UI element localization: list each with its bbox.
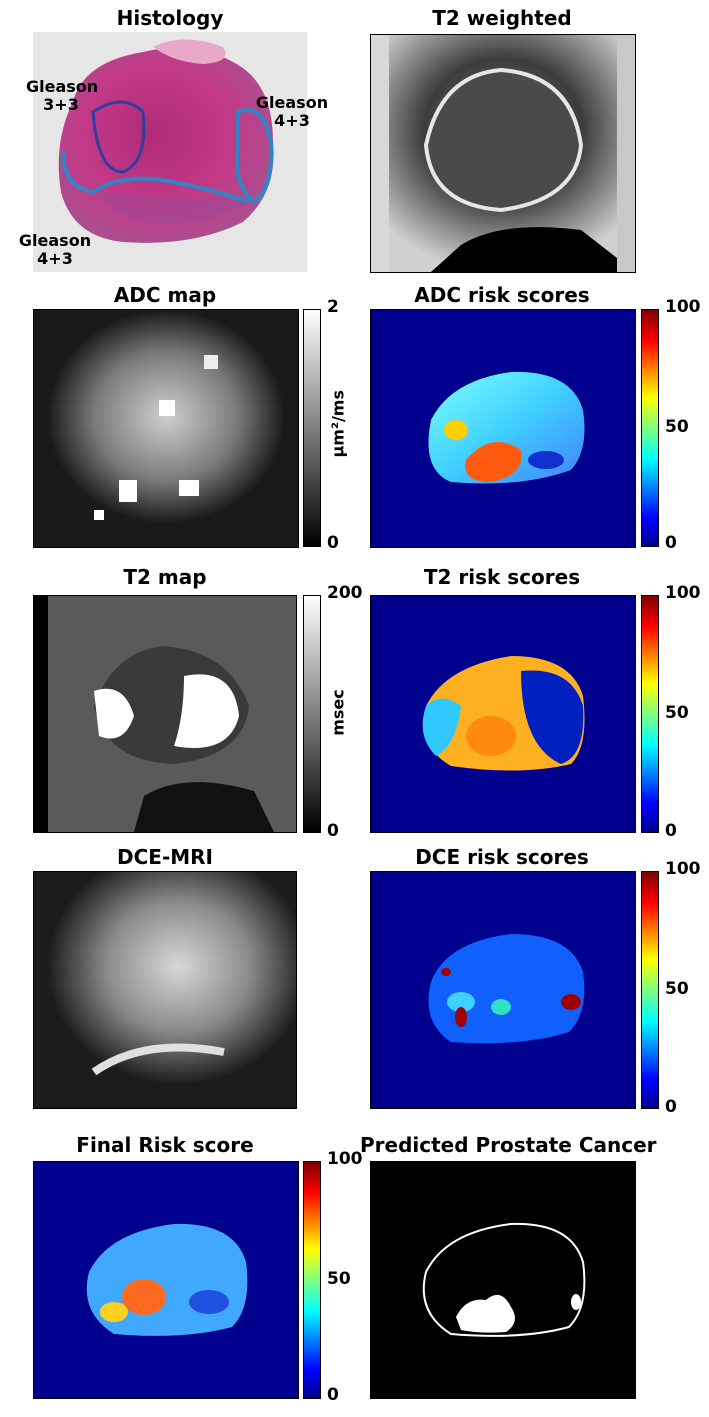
adc-risk-cbar-max: 100 — [665, 297, 701, 317]
final-risk-image — [33, 1161, 299, 1399]
gleason-label-right: Gleason 4+3 — [255, 93, 329, 130]
t2-cbar-min: 0 — [327, 821, 339, 841]
final-risk-cbar-mid: 50 — [327, 1269, 351, 1289]
adc-cbar-min: 0 — [327, 533, 339, 553]
final-risk-colorbar — [303, 1161, 321, 1399]
adc-cbar-max: 2 — [327, 297, 339, 317]
dce-risk-colorbar — [641, 871, 659, 1109]
t2-risk-cbar-max: 100 — [665, 583, 701, 603]
adc-risk-cbar-min: 0 — [665, 533, 677, 553]
dce-mri-title: DCE-MRI — [117, 845, 213, 869]
dce-risk-cbar-min: 0 — [665, 1097, 677, 1117]
adc-risk-image — [370, 309, 636, 548]
t2-risk-cbar-mid: 50 — [665, 703, 689, 723]
dce-mri-image — [33, 871, 297, 1109]
t2-risk-title: T2 risk scores — [423, 565, 581, 589]
t2-map-image — [33, 595, 297, 833]
adc-unit-label: μm²/ms — [328, 390, 348, 458]
t2-weighted-title: T2 weighted — [432, 6, 572, 30]
histology-image — [33, 32, 307, 272]
t2-cbar-max: 200 — [327, 583, 363, 603]
dce-risk-title: DCE risk scores — [415, 845, 589, 869]
dce-risk-cbar-mid: 50 — [665, 979, 689, 999]
adc-map-title: ADC map — [113, 283, 217, 307]
adc-map-colorbar — [303, 309, 321, 547]
t2-risk-colorbar — [641, 595, 659, 833]
t2-map-colorbar — [303, 595, 321, 833]
t2-weighted-image — [370, 34, 636, 273]
predicted-image — [370, 1161, 636, 1399]
adc-risk-title: ADC risk scores — [414, 283, 590, 307]
histology-title: Histology — [116, 6, 224, 30]
final-risk-title: Final Risk score — [76, 1133, 254, 1157]
t2-unit-label: msec — [328, 689, 348, 736]
t2-map-title: T2 map — [123, 565, 207, 589]
t2-risk-cbar-min: 0 — [665, 821, 677, 841]
dce-risk-cbar-max: 100 — [665, 859, 701, 879]
adc-risk-colorbar — [641, 309, 659, 547]
predicted-title: Predicted Prostate Cancer — [360, 1133, 657, 1157]
t2-risk-image — [370, 595, 636, 833]
dce-risk-image — [370, 871, 636, 1109]
adc-map-image — [33, 309, 299, 548]
gleason-label-left-bottom: Gleason 4+3 — [18, 231, 92, 268]
gleason-label-left-top: Gleason 3+3 — [26, 77, 99, 114]
final-risk-cbar-max: 100 — [327, 1149, 363, 1169]
final-risk-cbar-min: 0 — [327, 1385, 339, 1405]
adc-risk-cbar-mid: 50 — [665, 417, 689, 437]
